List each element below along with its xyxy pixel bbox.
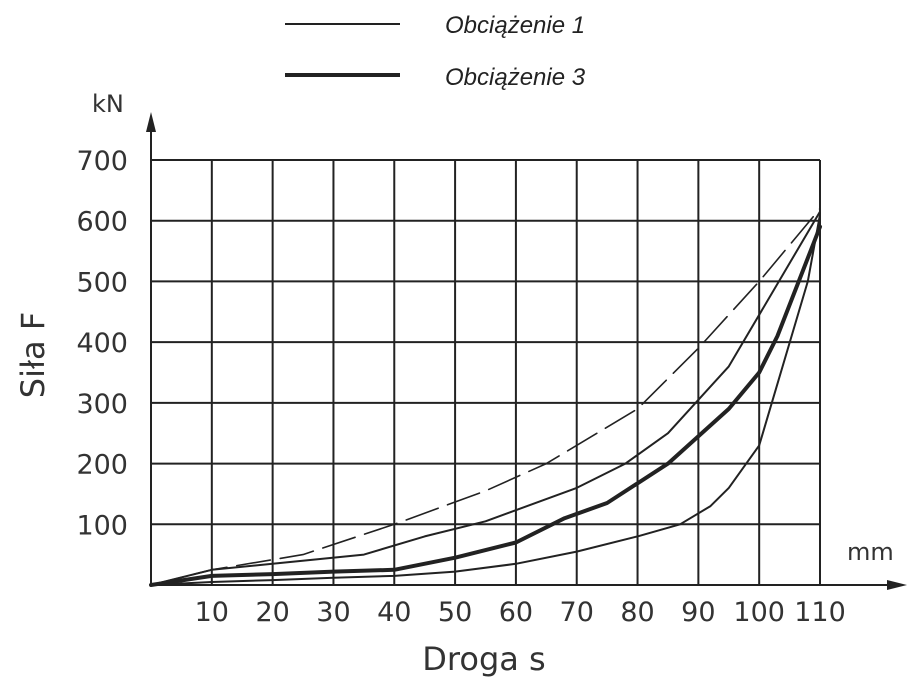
legend-label-3: Obciążenie 3: [445, 64, 586, 91]
x-tick-label: 40: [377, 597, 411, 628]
y-tick-label: 100: [76, 510, 128, 541]
x-axis-title: Droga s: [422, 640, 545, 678]
series-line-1: [150, 207, 821, 586]
x-tick-label: 30: [316, 597, 350, 628]
series-line-3: [149, 224, 822, 587]
y-tick-label: 500: [76, 267, 128, 298]
y-tick-label: 200: [76, 450, 128, 481]
x-tick-label: 110: [794, 597, 846, 628]
x-axis-arrow: [887, 580, 907, 590]
x-tick-label: 50: [438, 597, 472, 628]
y-axis-title: Siła F: [14, 312, 52, 398]
x-tick-label: 90: [681, 597, 715, 628]
x-tick-label: 80: [620, 597, 654, 628]
y-tick-label: 300: [76, 389, 128, 420]
x-tick-labels: 10 20 30 40 50 60 70 80 90 100 110: [195, 597, 846, 628]
legend: Obciążenie 1 Obciążenie 3: [285, 12, 586, 91]
axes: [146, 112, 907, 590]
y-axis-arrow: [146, 112, 156, 132]
y-tick-label: 400: [76, 328, 128, 359]
x-unit-label: mm: [847, 538, 894, 566]
series-line-2: [150, 210, 821, 586]
series-group: [149, 207, 822, 587]
x-tick-label: 70: [560, 597, 594, 628]
y-unit-label: kN: [92, 90, 124, 118]
legend-label-1: Obciążenie 1: [445, 12, 585, 39]
x-tick-label: 20: [255, 597, 289, 628]
y-tick-labels: 100 200 300 400 500 600 700: [76, 146, 128, 541]
series-line-4: [150, 213, 821, 586]
x-tick-label: 100: [733, 597, 785, 628]
x-tick-label: 10: [195, 597, 229, 628]
y-tick-label: 600: [76, 207, 128, 238]
y-tick-label: 700: [76, 146, 128, 177]
x-tick-label: 60: [499, 597, 533, 628]
